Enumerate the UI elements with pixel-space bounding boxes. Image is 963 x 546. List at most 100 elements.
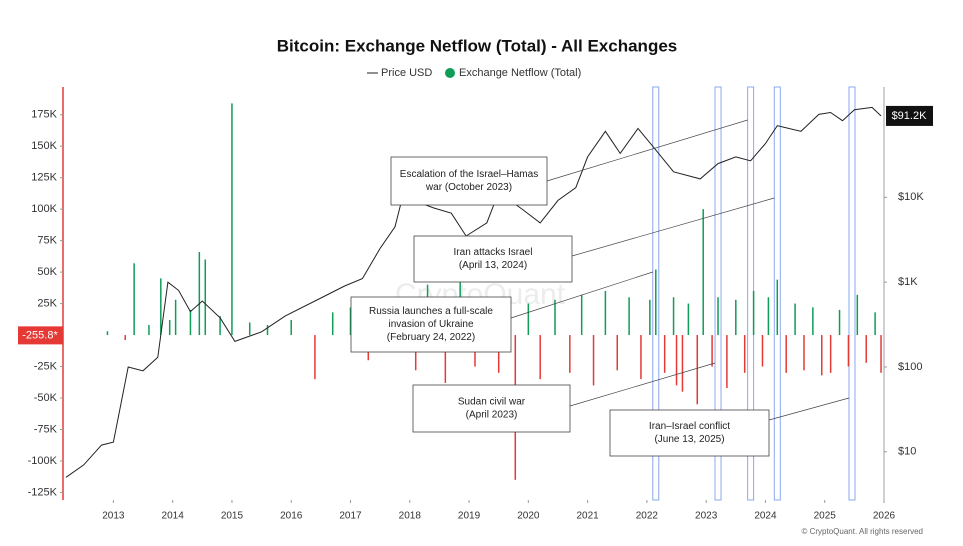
y-tick-label: 175K <box>31 109 57 121</box>
netflow-bar <box>231 103 233 336</box>
netflow-bar <box>168 319 171 336</box>
annotation-pointer <box>571 197 775 257</box>
netflow-bar <box>687 303 690 336</box>
netflow-bar <box>640 335 642 380</box>
netflow-bar <box>803 335 805 371</box>
highlight-band <box>652 86 660 501</box>
netflow-bar <box>204 259 207 336</box>
netflow-bar <box>874 312 876 336</box>
netflow-bar <box>148 324 150 336</box>
y-tick-label: 75K <box>37 235 57 247</box>
netflow-bar <box>189 309 192 336</box>
netflow-bar <box>761 335 764 367</box>
netflow-bar <box>865 335 867 363</box>
annotation-box <box>609 409 770 457</box>
netflow-bar <box>266 324 269 336</box>
copyright: © CryptoQuant. All rights reserved <box>802 527 924 536</box>
current-netflow-box <box>18 326 63 345</box>
netflow-bar <box>672 297 675 336</box>
annotation-pointer <box>569 362 716 407</box>
netflow-bar <box>124 335 126 341</box>
annotation-text: Escalation of the Israel–Hamas <box>400 169 538 180</box>
netflow-bar <box>711 335 713 367</box>
x-tick-label: 2025 <box>814 511 837 522</box>
netflow-bar <box>248 322 251 336</box>
y-tick-label: -100K <box>28 455 58 467</box>
x-tick-label: 2014 <box>162 511 185 522</box>
netflow-bar <box>663 335 666 373</box>
annotation-text: Iran attacks Israel <box>454 247 533 258</box>
y-tick-label: -25K <box>34 360 58 372</box>
y-tick-label: 25K <box>37 297 57 309</box>
annotation-pointer <box>510 271 653 319</box>
y2-tick-label: $1K <box>898 276 918 288</box>
annotation-box <box>413 235 573 283</box>
netflow-bar <box>527 303 530 336</box>
netflow-bar <box>198 251 201 336</box>
netflow-bar <box>649 299 651 336</box>
y-tick-label: 125K <box>31 172 57 184</box>
netflow-bar <box>174 299 177 336</box>
netflow-bar <box>696 335 699 405</box>
netflow-bar <box>554 299 556 336</box>
netflow-bar <box>856 294 859 336</box>
annotation-text: Sudan civil war <box>458 397 526 408</box>
legend-label[interactable]: Exchange Netflow (Total) <box>459 67 581 79</box>
annotation-pointer <box>546 119 748 182</box>
annotation-text: (February 24, 2022) <box>387 332 475 343</box>
netflow-bar <box>497 335 500 373</box>
netflow-bar <box>133 263 135 336</box>
annotation-text: (April 13, 2024) <box>459 260 527 271</box>
netflow-bar <box>735 299 737 336</box>
current-price-label: $91.2K <box>892 110 928 122</box>
netflow-bar <box>681 335 684 392</box>
annotation-text: invasion of Ukraine <box>388 319 473 330</box>
netflow-bar <box>539 335 541 380</box>
netflow-bar <box>743 335 746 373</box>
x-tick-label: 2023 <box>695 511 718 522</box>
x-tick-label: 2020 <box>517 511 540 522</box>
price-line <box>65 106 882 478</box>
y-tick-label: -125K <box>28 486 58 498</box>
annotation-box <box>390 156 548 206</box>
netflow-bar <box>616 335 618 371</box>
netflow-bar <box>675 335 678 386</box>
current-price-box <box>886 105 933 126</box>
netflow-bar <box>880 335 882 373</box>
netflow-bar <box>628 297 630 336</box>
annotation-text: (June 13, 2025) <box>654 434 724 445</box>
netflow-bar <box>569 335 571 373</box>
x-tick-label: 2021 <box>576 511 599 522</box>
current-netflow-label: -255.8* <box>22 329 58 341</box>
y2-tick-label: $10K <box>898 191 924 203</box>
y-tick-label: 100K <box>31 203 57 215</box>
x-tick-label: 2015 <box>221 511 244 522</box>
netflow-bar <box>604 290 607 336</box>
annotation-text: Iran–Israel conflict <box>649 421 730 432</box>
x-tick-label: 2022 <box>636 511 659 522</box>
netflow-bar <box>314 335 316 380</box>
netflow-bar <box>414 335 417 371</box>
legend-label[interactable]: Price USD <box>381 67 432 79</box>
netflow-bar <box>702 209 704 336</box>
highlight-band <box>773 86 781 501</box>
annotation-box <box>412 384 571 433</box>
netflow-bar <box>829 335 832 373</box>
netflow-bar <box>331 312 334 336</box>
netflow-bar <box>838 309 841 336</box>
legend-swatch-dot <box>445 68 455 78</box>
netflow-bar <box>106 331 109 336</box>
chart-title: Bitcoin: Exchange Netflow (Total) - All … <box>277 36 678 55</box>
netflow-bar <box>580 294 583 336</box>
netflow-bar <box>785 335 787 373</box>
y-tick-label: -75K <box>34 423 58 435</box>
x-tick-label: 2018 <box>399 511 422 522</box>
netflow-bar <box>655 269 657 336</box>
y2-tick-label: $100 <box>898 361 922 373</box>
netflow-bar <box>776 279 779 336</box>
netflow-bar <box>349 307 352 336</box>
annotation-text: (April 2023) <box>466 410 518 421</box>
netflow-bar <box>592 335 595 386</box>
netflow-bar <box>444 335 447 383</box>
